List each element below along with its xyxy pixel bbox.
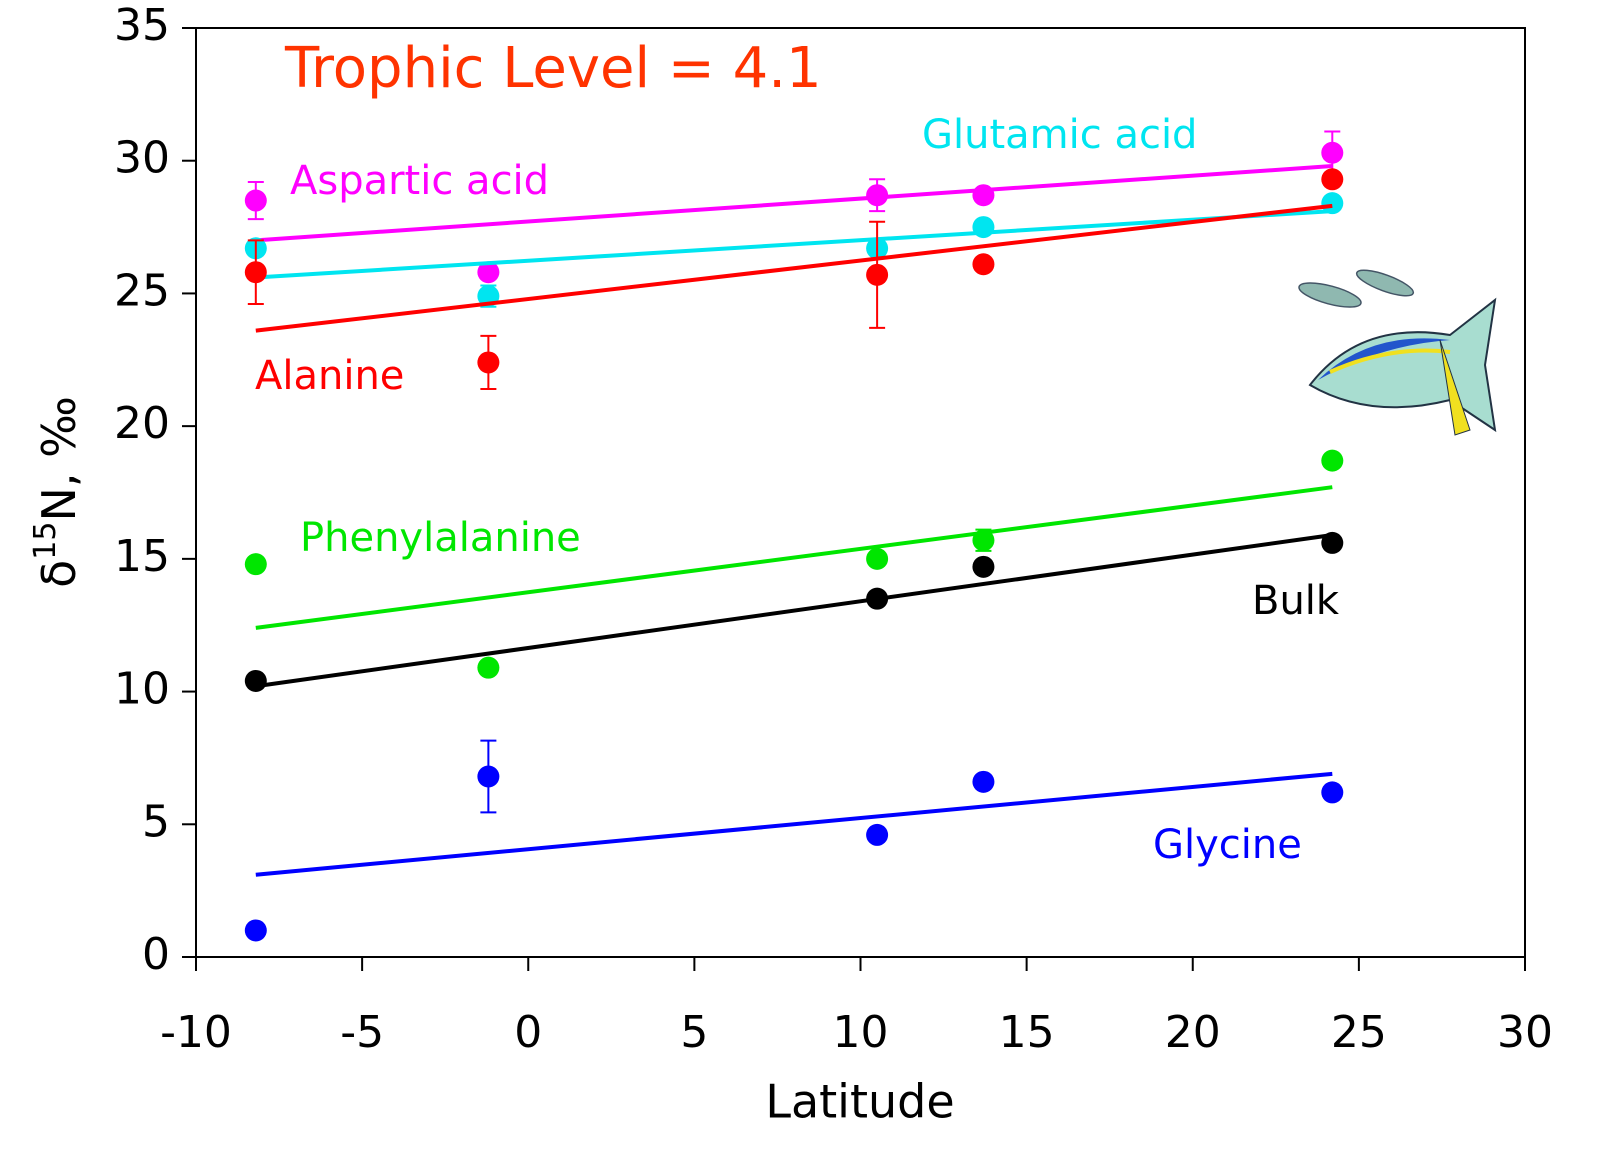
y-tick-label: 20 xyxy=(114,398,170,449)
y-tick-label: 15 xyxy=(114,531,170,582)
y-label-superscript: 15 xyxy=(28,522,63,560)
series-label: Alanine xyxy=(255,353,404,399)
data-point xyxy=(244,669,267,692)
y-tick-label: 10 xyxy=(114,664,170,715)
trend-line xyxy=(255,485,1333,630)
data-point xyxy=(866,184,889,207)
data-point xyxy=(477,351,500,374)
data-point xyxy=(972,529,995,552)
series-label: Bulk xyxy=(1252,578,1340,624)
data-point xyxy=(866,587,889,610)
trend-line xyxy=(255,164,1333,243)
data-point xyxy=(244,919,267,942)
y-tick-label: 25 xyxy=(114,265,170,316)
data-point xyxy=(866,263,889,286)
data-point xyxy=(1321,141,1344,164)
y-tick-label: 0 xyxy=(142,929,170,980)
data-point xyxy=(972,555,995,578)
x-tick-label: 20 xyxy=(1165,1007,1221,1058)
data-point xyxy=(1321,192,1344,215)
data-point xyxy=(244,189,267,212)
data-point xyxy=(866,547,889,570)
data-point xyxy=(972,184,995,207)
x-tick-label: 30 xyxy=(1497,1007,1553,1058)
data-point xyxy=(972,216,995,239)
fish-illustration xyxy=(1298,269,1497,436)
y-label-prefix: δ xyxy=(32,560,86,588)
data-point xyxy=(1321,168,1344,191)
data-point xyxy=(1321,449,1344,472)
x-axis-label: Latitude xyxy=(765,1075,954,1129)
y-tick-label: 35 xyxy=(114,0,170,51)
data-point xyxy=(972,770,995,793)
data-point xyxy=(477,656,500,679)
series-label: Aspartic acid xyxy=(290,158,549,204)
data-point xyxy=(477,261,500,284)
data-point xyxy=(1321,531,1344,554)
trend-line xyxy=(255,203,1333,333)
y-tick-label: 30 xyxy=(114,133,170,184)
trend-line xyxy=(255,209,1333,280)
x-tick-label: 5 xyxy=(680,1007,708,1058)
data-point xyxy=(972,253,995,276)
y-axis-label: δ15N, ‰ xyxy=(28,396,86,588)
y-tick-label: 5 xyxy=(142,796,170,847)
data-point xyxy=(244,553,267,576)
x-tick-label: 15 xyxy=(999,1007,1055,1058)
x-tick-label: 10 xyxy=(833,1007,889,1058)
series-label: Phenylalanine xyxy=(300,515,581,561)
trend-line xyxy=(255,771,1333,877)
trend-line xyxy=(255,532,1333,689)
data-point xyxy=(244,261,267,284)
series-label: Glycine xyxy=(1153,822,1302,868)
annotation: Trophic Level = 4.1 xyxy=(284,36,822,101)
x-tick-label: -5 xyxy=(340,1007,384,1058)
x-tick-label: 0 xyxy=(514,1007,542,1058)
data-point xyxy=(1321,781,1344,804)
data-point xyxy=(477,765,500,788)
x-tick-label: 25 xyxy=(1331,1007,1387,1058)
data-point xyxy=(866,823,889,846)
series-label: Glutamic acid xyxy=(922,112,1197,158)
y-label-suffix: N, ‰ xyxy=(32,396,86,521)
x-tick-label: -10 xyxy=(160,1007,232,1058)
